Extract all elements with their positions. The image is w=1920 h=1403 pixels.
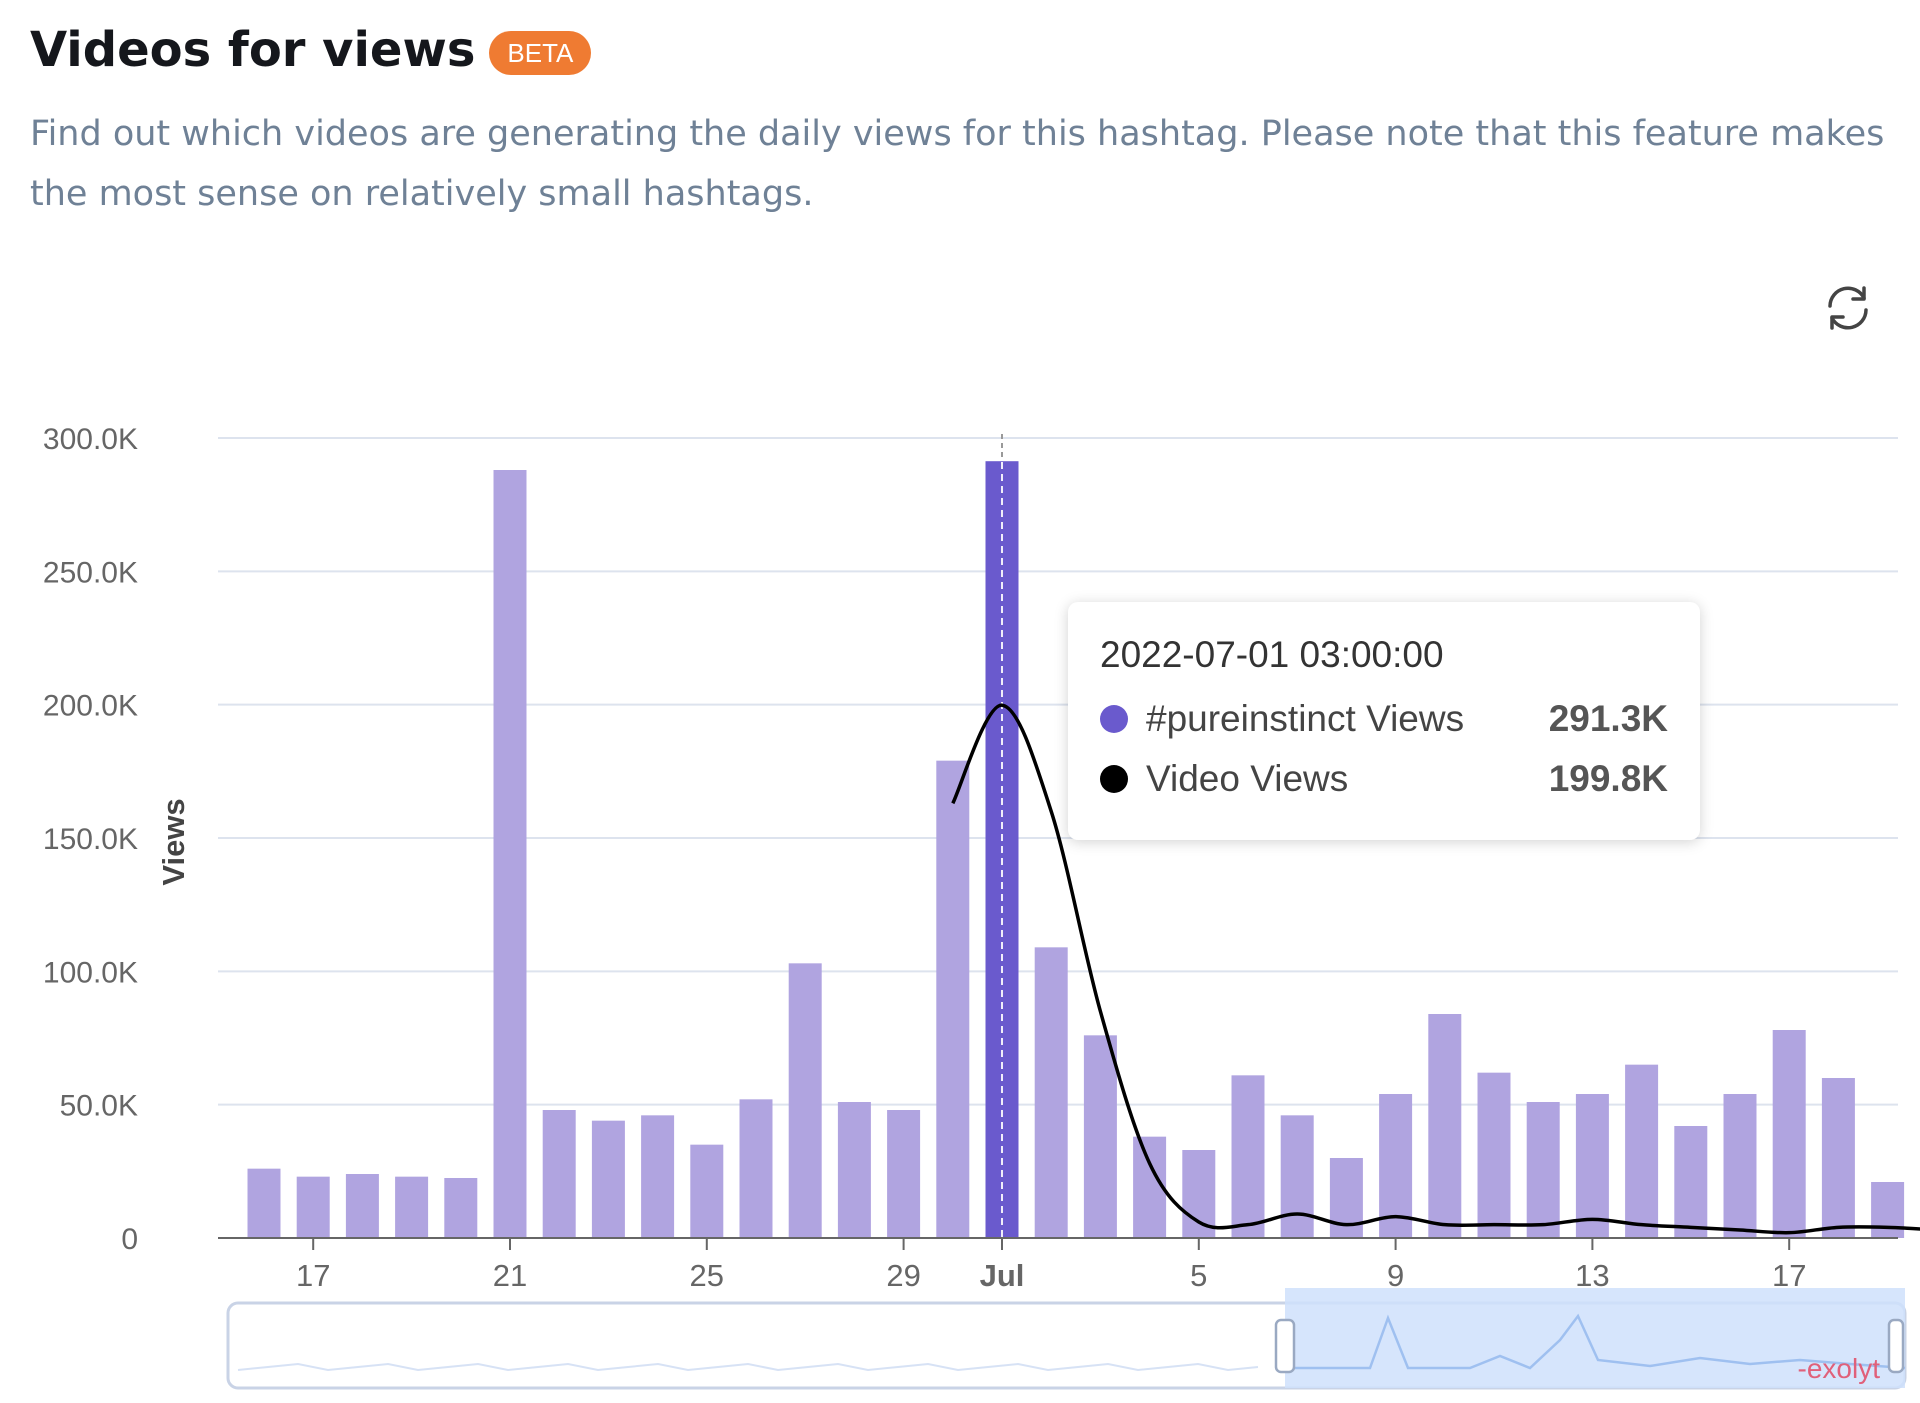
x-tick-label: 13	[1575, 1258, 1609, 1293]
bar[interactable]	[1871, 1182, 1905, 1238]
x-tick-label: 17	[1772, 1258, 1806, 1293]
beta-badge: BETA	[489, 31, 592, 75]
y-axis-ticks: 0 50.0K 100.0K 150.0K 200.0K 250.0K 300.0K	[43, 423, 138, 1256]
tooltip-row-hashtag: #pureinstinct Views 291.3K	[1100, 698, 1668, 740]
bar[interactable]	[1625, 1064, 1659, 1238]
bar[interactable]	[837, 1102, 871, 1238]
tooltip-row-video: Video Views 199.8K	[1100, 758, 1668, 800]
refresh-icon[interactable]	[1820, 280, 1876, 336]
bar[interactable]	[1821, 1078, 1855, 1238]
bar[interactable]	[1526, 1102, 1560, 1238]
x-tick-label: 21	[493, 1258, 527, 1293]
page-title: Videos for views	[30, 22, 476, 78]
tooltip-time: 2022-07-01 03:00:00	[1100, 634, 1444, 675]
chart-tooltip: 2022-07-01 03:00:00 #pureinstinct Views …	[1068, 602, 1700, 840]
y-tick-label: 300.0K	[43, 423, 138, 456]
bar[interactable]	[887, 1110, 921, 1238]
bar[interactable]	[1428, 1014, 1462, 1238]
video-views-line	[951, 703, 1920, 1235]
x-tick-label: 25	[690, 1258, 724, 1293]
x-tick-label: 29	[886, 1258, 920, 1293]
watermark: -exolyt	[1798, 1353, 1881, 1384]
title-row: Videos for views BETA	[30, 18, 1910, 82]
bar[interactable]	[395, 1176, 429, 1238]
navigator-right-handle[interactable]	[1887, 1318, 1905, 1374]
bar[interactable]	[1034, 947, 1068, 1238]
bar[interactable]	[444, 1178, 478, 1238]
range-navigator[interactable]: -exolyt	[226, 1288, 1907, 1390]
navigator-overview-line	[237, 1362, 1259, 1372]
y-tick-label: 50.0K	[60, 1090, 138, 1123]
bar[interactable]	[788, 963, 822, 1238]
y-axis-label: Views	[156, 798, 191, 885]
bar[interactable]	[296, 1176, 330, 1238]
x-tick-label: 17	[296, 1258, 330, 1293]
y-tick-label: 100.0K	[43, 956, 138, 989]
y-tick-label: 250.0K	[43, 556, 138, 589]
bar[interactable]	[1772, 1030, 1806, 1238]
bar[interactable]	[1723, 1094, 1757, 1238]
y-tick-label: 150.0K	[43, 823, 138, 856]
bar[interactable]	[1133, 1136, 1167, 1238]
y-tick-label: 200.0K	[43, 690, 138, 723]
x-tick-label: 5	[1190, 1258, 1207, 1293]
bar[interactable]	[641, 1115, 675, 1238]
bar[interactable]	[493, 470, 527, 1238]
bar[interactable]	[1280, 1115, 1314, 1238]
bar[interactable]	[542, 1110, 576, 1238]
bar[interactable]	[1379, 1094, 1413, 1238]
navigator-selection-line	[1285, 1313, 1906, 1370]
bar[interactable]	[1182, 1150, 1216, 1238]
tooltip-series-value: 199.8K	[1548, 758, 1668, 799]
bar[interactable]	[1575, 1094, 1609, 1238]
bar[interactable]	[1231, 1075, 1265, 1238]
x-axis: 17 21 25 29 Jul 5 9 13 17	[218, 1237, 1898, 1293]
bar[interactable]	[1674, 1126, 1708, 1238]
bar[interactable]	[739, 1099, 773, 1238]
description: Find out which videos are generating the…	[30, 114, 1885, 214]
tooltip-dot-icon	[1100, 705, 1128, 733]
navigator-left-handle[interactable]	[1274, 1318, 1296, 1374]
tooltip-dot-icon	[1100, 765, 1128, 793]
tooltip-series-name: #pureinstinct Views	[1146, 698, 1465, 739]
header: Videos for views BETA Find out which vid…	[30, 18, 1910, 224]
x-tick-label: 9	[1387, 1258, 1404, 1293]
x-tick-label: Jul	[980, 1258, 1025, 1293]
bar[interactable]	[1477, 1072, 1511, 1238]
y-tick-label: 0	[121, 1223, 138, 1256]
navigator-selection[interactable]	[1285, 1288, 1905, 1388]
bar[interactable]	[690, 1144, 724, 1238]
line-series	[951, 703, 1920, 1235]
bar[interactable]	[1083, 1035, 1117, 1238]
tooltip-series-name: Video Views	[1146, 758, 1349, 799]
bar[interactable]	[591, 1120, 625, 1238]
tooltip-series-value: 291.3K	[1548, 698, 1668, 739]
bar[interactable]	[936, 760, 970, 1238]
bar[interactable]	[247, 1168, 281, 1238]
bar[interactable]	[345, 1174, 379, 1238]
